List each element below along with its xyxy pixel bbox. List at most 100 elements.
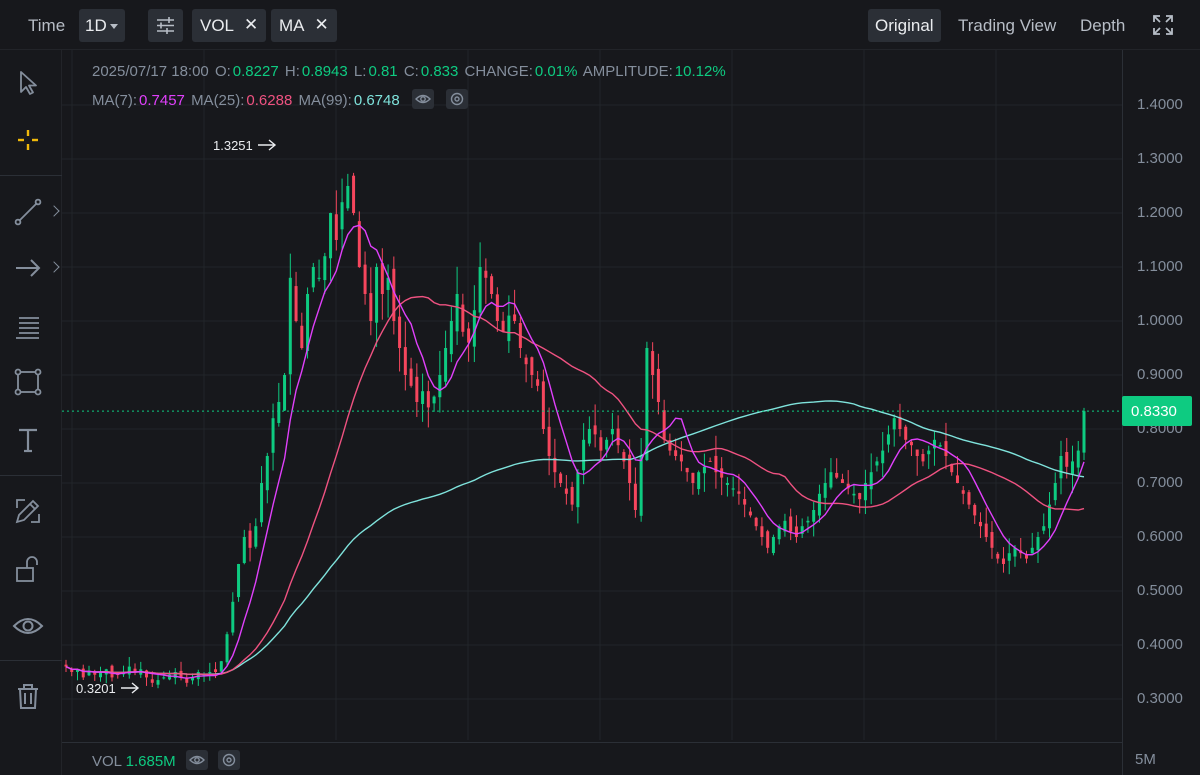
candle-body [582,439,586,471]
candle-body [915,449,919,456]
candle-body [449,321,453,355]
volume-visibility-button[interactable] [185,750,208,770]
arrow-tool[interactable] [10,250,46,286]
delete-tool[interactable] [10,678,46,714]
candle-body [921,454,925,462]
candle-body [587,429,591,444]
lock-tool[interactable] [10,552,46,588]
candle-body [145,670,149,678]
low-label: L: [353,63,367,80]
candle-body [150,679,154,683]
candle-body [1042,526,1046,531]
candle-body [334,214,338,240]
trend-line-tool[interactable] [10,194,46,230]
tab-original[interactable]: Original [868,9,941,42]
candle-body [254,526,258,547]
candle-body [467,328,471,343]
candle-body [967,492,971,505]
candle-body [691,472,695,483]
candle-body [461,304,465,332]
candle-body [363,264,367,294]
candle-body [231,601,235,633]
divider [0,475,62,476]
candle-body [208,672,212,673]
price-tick-label: 1.3000 [1137,150,1183,167]
volume-axis-label: 5M [1135,751,1156,768]
candle-body [559,473,563,483]
indicator-chip-vol[interactable]: VOL ✕ [192,9,267,42]
candle-body [340,202,344,230]
volume-value: 1.685M [125,753,176,770]
candle-body [530,357,534,375]
candle-body [886,434,890,445]
candle-body [576,472,580,508]
tab-depth[interactable]: Depth [1080,16,1126,35]
change-label: CHANGE: [464,63,533,80]
price-tick-label: 0.3000 [1137,690,1183,707]
close-label: C: [403,63,419,80]
amplitude-value: 10.12% [674,63,726,80]
text-icon [19,428,37,453]
candle-body [1053,483,1057,501]
candle-body [133,668,137,672]
fullscreen-icon[interactable] [1152,14,1174,36]
low-annotation: 0.3201 [76,681,141,696]
divider [0,660,62,661]
fib-tool[interactable] [10,308,46,344]
eye-icon [188,755,205,765]
close-value: 0.833 [420,63,459,80]
ma99-value: 0.6748 [353,92,400,109]
candle-body [984,523,988,537]
candle-body [662,410,666,440]
ma-settings-button[interactable] [446,89,469,109]
trend-line-icon [14,198,42,226]
volume-settings-button[interactable] [218,750,241,770]
candle-body [168,674,172,680]
candle-body [369,293,373,321]
indicator-settings-button[interactable] [148,9,183,42]
arrow-right-icon [258,139,277,151]
ma-info: MA(7): 0.7457 MA(25): 0.6288 MA(99): 0.6748 [92,89,470,109]
close-icon[interactable]: ✕ [244,15,259,34]
candle-body [858,493,862,500]
eye-icon [414,94,431,104]
close-icon[interactable]: ✕ [314,15,329,34]
interval-select[interactable]: 1D [79,9,125,42]
candle-body [881,450,885,464]
amplitude-label: AMPLITUDE: [582,63,673,80]
candle-body [1030,547,1034,554]
visibility-tool[interactable] [10,608,46,644]
candle-body [501,320,505,332]
indicator-chip-label: VOL [200,16,235,35]
ma7-value: 0.7457 [139,92,185,109]
candle-body [277,402,281,423]
draw-mode-tool[interactable] [10,493,46,529]
chevron-right-icon[interactable] [48,205,60,217]
rectangle-tool[interactable] [10,364,46,400]
candle-body [932,439,936,449]
ma-visibility-button[interactable] [411,89,434,109]
candle-body [472,310,476,347]
candle-body [720,468,724,478]
candle-body [754,517,758,527]
crosshair-tool[interactable] [10,122,46,158]
candle-body [846,483,850,489]
candle-body [524,357,528,365]
text-tool[interactable] [10,422,46,458]
top-toolbar: Time 1D VOL ✕ MA ✕ Original Trading View… [0,0,1200,50]
candle-body [789,516,793,532]
price-chart[interactable] [62,50,1122,775]
indicator-chip-ma[interactable]: MA ✕ [271,9,337,42]
candle-body [162,677,166,679]
candle-body [311,267,315,288]
chevron-right-icon[interactable] [48,261,60,273]
tab-trading-view[interactable]: Trading View [958,16,1057,35]
ma25-line [65,295,1085,676]
candle-body [225,634,229,663]
cursor-tool[interactable] [10,64,46,100]
candle-body [564,488,568,494]
candle-body [329,213,333,259]
open-label: O: [214,63,231,80]
candle-body [570,486,574,505]
candle-body [248,530,252,548]
